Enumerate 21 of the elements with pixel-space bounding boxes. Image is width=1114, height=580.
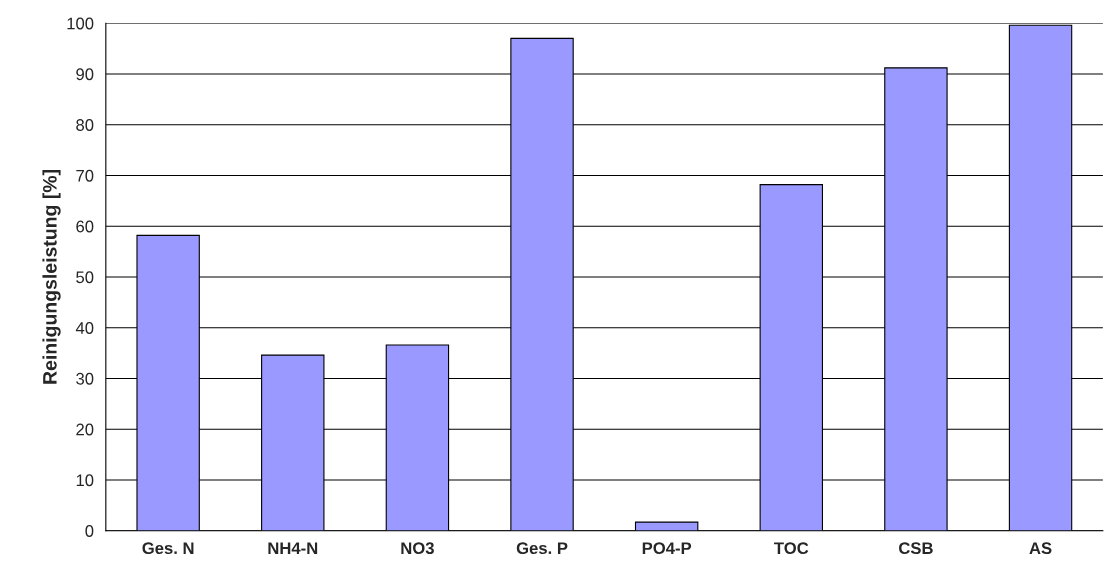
y-tick-label: 100	[67, 17, 94, 30]
y-tick-label: 50	[76, 271, 94, 284]
x-tick-label: PO4-P	[642, 542, 692, 555]
y-tick-label: 70	[76, 169, 94, 182]
y-tick-label: 60	[76, 220, 94, 233]
y-tick-label: 0	[85, 525, 94, 537]
x-tick-label: NH4-N	[268, 542, 318, 554]
x-tick-label: CSB	[899, 542, 933, 555]
x-tick-label: Ges. N	[142, 542, 194, 555]
y-tick-label: 30	[76, 372, 94, 385]
y-tick-label: 10	[76, 474, 94, 487]
x-tick-label: Ges. P	[516, 542, 568, 555]
y-tick-label: 90	[76, 68, 94, 81]
x-tick-label: AS	[1029, 542, 1052, 555]
y-tick-label: 80	[76, 119, 94, 131]
x-tick-label: TOC	[774, 542, 809, 555]
y-tick-label: 20	[76, 423, 94, 436]
bar	[634, 521, 699, 531]
y-tick-label: 40	[75, 322, 94, 334]
x-tick-label: NO3	[401, 542, 434, 555]
y-axis-title: Reinigungsleistung [%]	[42, 170, 61, 384]
